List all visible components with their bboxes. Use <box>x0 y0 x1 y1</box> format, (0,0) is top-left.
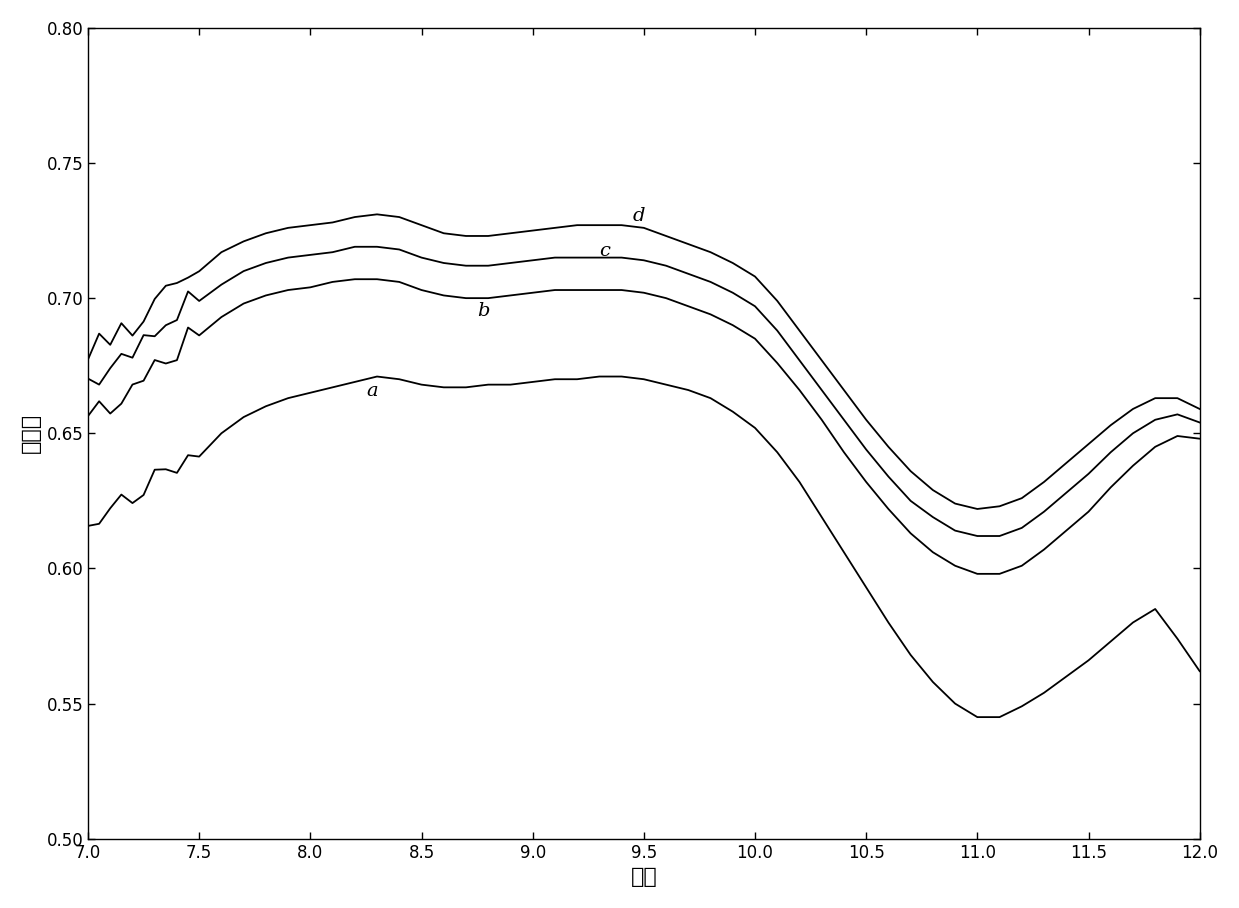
Text: c: c <box>600 242 611 261</box>
Text: a: a <box>366 381 378 400</box>
Text: d: d <box>633 207 646 225</box>
X-axis label: 波长: 波长 <box>631 867 657 887</box>
Text: b: b <box>477 301 489 320</box>
Y-axis label: 透过率: 透过率 <box>21 413 41 453</box>
